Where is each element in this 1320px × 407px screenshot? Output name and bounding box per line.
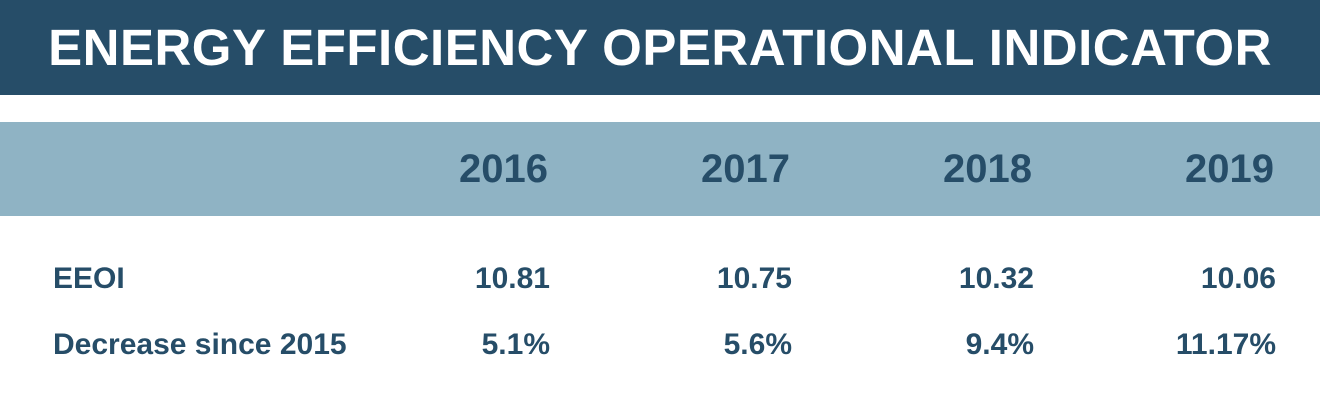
table-header: 2016 2017 2018 2019	[0, 122, 1320, 216]
cell-eeoi-2016: 10.81	[474, 262, 550, 295]
cell-eeoi-2017: 10.75	[716, 262, 792, 295]
row-label-eeoi: EEOI	[53, 262, 125, 295]
column-header-2017: 2017	[701, 147, 790, 191]
cell-decrease-2016: 5.1%	[481, 328, 550, 361]
column-header-2018: 2018	[943, 147, 1032, 191]
column-header-2016: 2016	[459, 147, 548, 191]
cell-decrease-2017: 5.6%	[723, 328, 792, 361]
column-header-2019: 2019	[1185, 147, 1274, 191]
cell-decrease-2019: 11.17%	[1175, 328, 1276, 361]
cell-eeoi-2018: 10.32	[958, 262, 1034, 295]
row-label-decrease: Decrease since 2015	[53, 328, 347, 361]
title-bar: ENERGY EFFICIENCY OPERATIONAL INDICATOR	[0, 0, 1320, 95]
cell-eeoi-2019: 10.06	[1200, 262, 1276, 295]
cell-decrease-2018: 9.4%	[965, 328, 1034, 361]
page-title: ENERGY EFFICIENCY OPERATIONAL INDICATOR	[48, 19, 1272, 76]
